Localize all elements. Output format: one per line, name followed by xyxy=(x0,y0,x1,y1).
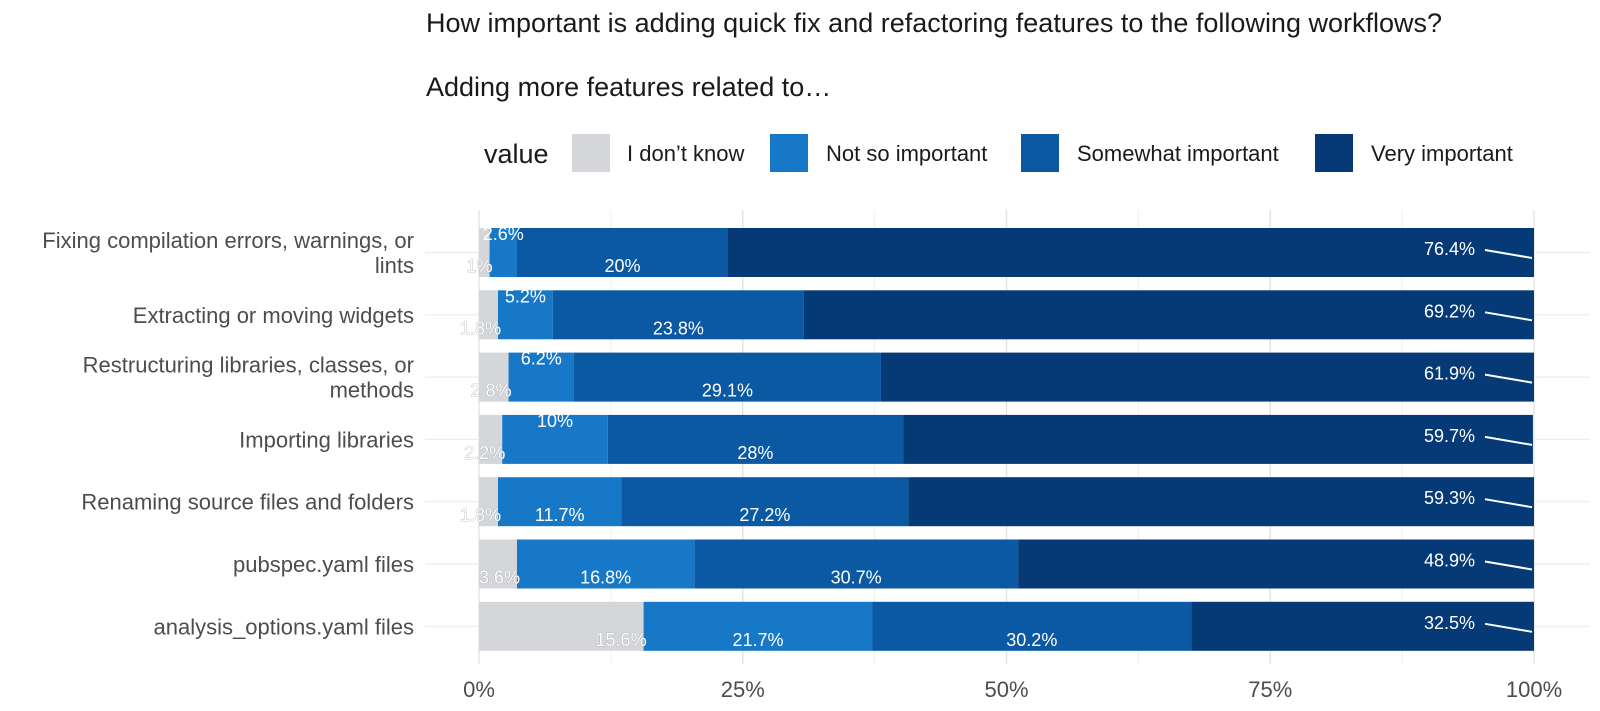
data-label-idk-row-7: 15.6% xyxy=(596,630,647,650)
bar-very-important-row-3[interactable] xyxy=(880,352,1534,402)
data-label-idk-row-3: 2.8% xyxy=(471,381,512,401)
data-label-idk-row-5: 1.8% xyxy=(460,505,501,525)
bar-very-important-row-4[interactable] xyxy=(903,414,1533,464)
data-label-idk-row-1: 1% xyxy=(467,256,493,276)
legend-swatch-2 xyxy=(770,134,808,172)
data-label-somewhat-important-row-5: 27.2% xyxy=(739,505,790,525)
bar-idk-row-7[interactable] xyxy=(479,601,644,651)
category-label-3-line-2: methods xyxy=(330,378,414,403)
data-label-somewhat-important-row-3: 29.1% xyxy=(702,381,753,401)
data-label-very-important-row-5: 59.3% xyxy=(1424,488,1475,508)
bar-not-so-important-row-6[interactable] xyxy=(516,539,695,589)
bar-idk-row-6[interactable] xyxy=(479,539,517,589)
category-label-6: pubspec.yaml files xyxy=(233,552,414,577)
bar-very-important-row-7[interactable] xyxy=(1191,601,1534,651)
data-label-not-so-important-row-3: 6.2% xyxy=(521,349,562,369)
data-label-not-so-important-row-4: 10% xyxy=(537,411,573,431)
bar-very-important-row-2[interactable] xyxy=(803,290,1534,340)
x-tick-label-2: 25% xyxy=(721,677,765,702)
category-label-3-line-1: Restructuring libraries, classes, or xyxy=(83,353,414,378)
bar-somewhat-important-row-5[interactable] xyxy=(621,477,909,527)
bar-idk-row-1[interactable] xyxy=(479,228,490,277)
leader-line-very-important-row-1 xyxy=(1484,249,1533,259)
bar-not-so-important-row-5[interactable] xyxy=(497,477,622,527)
leader-line-very-important-row-2 xyxy=(1484,311,1533,322)
bar-somewhat-important-row-7[interactable] xyxy=(872,601,1192,651)
data-label-very-important-row-1: 76.4% xyxy=(1424,239,1475,259)
bar-not-so-important-row-4[interactable] xyxy=(502,414,608,464)
bar-somewhat-important-row-6[interactable] xyxy=(694,539,1019,589)
category-label-7: analysis_options.yaml files xyxy=(154,614,414,639)
leader-line-very-important-row-6 xyxy=(1484,560,1533,571)
data-label-not-so-important-row-7: 21.7% xyxy=(733,630,784,650)
bar-idk-row-5[interactable] xyxy=(479,477,498,527)
bar-very-important-row-5[interactable] xyxy=(908,477,1534,527)
category-label-2: Extracting or moving widgets xyxy=(133,303,414,328)
legend-label-2: Not so important xyxy=(826,141,987,166)
data-label-somewhat-important-row-4: 28% xyxy=(737,443,773,463)
bar-very-important-row-6[interactable] xyxy=(1018,539,1534,589)
chart-subtitle: Adding more features related to… xyxy=(426,72,832,102)
category-label-5: Renaming source files and folders xyxy=(81,490,414,515)
category-label-1-line-1: Fixing compilation errors, warnings, or xyxy=(42,228,414,253)
legend-swatch-4 xyxy=(1315,134,1353,172)
data-label-not-so-important-row-1: 2.6% xyxy=(483,224,524,244)
data-label-idk-row-4: 2.2% xyxy=(464,443,505,463)
chart-title: How important is adding quick fix and re… xyxy=(426,8,1443,38)
data-label-somewhat-important-row-1: 20% xyxy=(604,256,640,276)
legend-swatch-1 xyxy=(572,134,610,172)
data-label-somewhat-important-row-2: 23.8% xyxy=(653,318,704,338)
data-label-very-important-row-3: 61.9% xyxy=(1424,364,1475,384)
legend-label-3: Somewhat important xyxy=(1077,141,1279,166)
bar-somewhat-important-row-2[interactable] xyxy=(552,290,804,340)
legend-label-1: I don’t know xyxy=(627,141,745,166)
bar-not-so-important-row-2[interactable] xyxy=(497,290,553,340)
legend-label-4: Very important xyxy=(1371,141,1513,166)
x-tick-label-4: 75% xyxy=(1248,677,1292,702)
bar-not-so-important-row-7[interactable] xyxy=(643,601,873,651)
category-label-1-line-2: lints xyxy=(375,253,414,278)
data-label-somewhat-important-row-7: 30.2% xyxy=(1006,630,1057,650)
leader-line-very-important-row-4 xyxy=(1484,435,1533,446)
data-label-very-important-row-6: 48.9% xyxy=(1424,551,1475,571)
data-label-not-so-important-row-6: 16.8% xyxy=(580,568,631,588)
leader-line-very-important-row-5 xyxy=(1484,498,1533,509)
legend-title: value xyxy=(484,139,549,169)
data-label-very-important-row-4: 59.7% xyxy=(1424,426,1475,446)
bar-somewhat-important-row-4[interactable] xyxy=(607,414,904,464)
data-label-idk-row-6: 3.6% xyxy=(479,568,520,588)
data-label-not-so-important-row-2: 5.2% xyxy=(505,286,546,306)
bar-not-so-important-row-1[interactable] xyxy=(489,228,517,277)
bar-idk-row-3[interactable] xyxy=(479,352,509,402)
x-tick-label-3: 50% xyxy=(984,677,1028,702)
bar-not-so-important-row-3[interactable] xyxy=(508,352,574,402)
x-tick-label-1: 0% xyxy=(463,677,495,702)
data-label-idk-row-2: 1.8% xyxy=(460,318,501,338)
data-label-very-important-row-7: 32.5% xyxy=(1424,613,1475,633)
bar-somewhat-important-row-3[interactable] xyxy=(573,352,881,402)
bar-idk-row-2[interactable] xyxy=(479,290,498,340)
data-label-somewhat-important-row-6: 30.7% xyxy=(831,568,882,588)
bar-very-important-row-1[interactable] xyxy=(727,228,1534,277)
data-label-not-so-important-row-5: 11.7% xyxy=(535,505,585,525)
legend-swatch-3 xyxy=(1021,134,1059,172)
leader-line-very-important-row-7 xyxy=(1484,622,1533,633)
data-label-very-important-row-2: 69.2% xyxy=(1424,301,1475,321)
leader-line-very-important-row-3 xyxy=(1484,373,1533,384)
x-tick-label-5: 100% xyxy=(1506,677,1562,702)
bar-somewhat-important-row-1[interactable] xyxy=(516,228,728,277)
bar-idk-row-4[interactable] xyxy=(479,414,503,464)
category-label-4: Importing libraries xyxy=(239,427,414,452)
